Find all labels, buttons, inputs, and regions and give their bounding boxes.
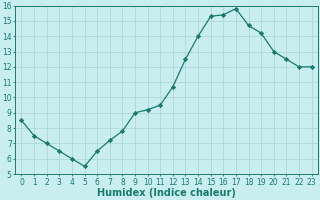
X-axis label: Humidex (Indice chaleur): Humidex (Indice chaleur) [97,188,236,198]
